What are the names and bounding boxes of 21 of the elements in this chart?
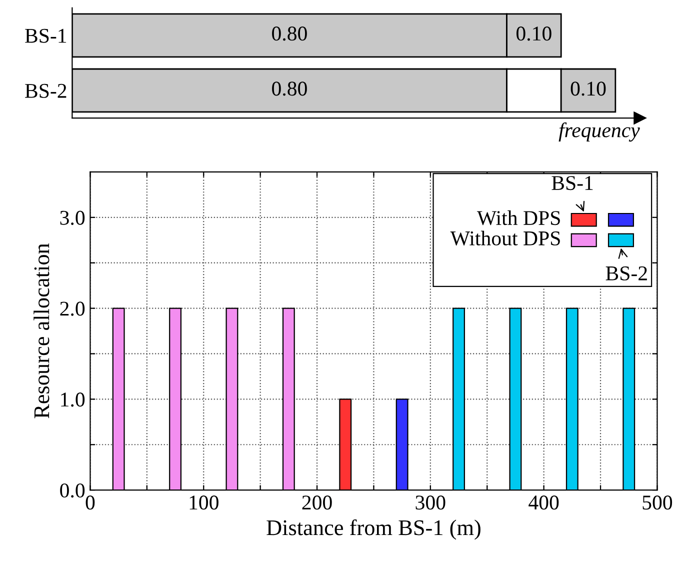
x-tick-label: 500 bbox=[642, 496, 672, 510]
y-tick-label: 0.0 bbox=[60, 483, 85, 498]
x-axis-title: Distance from BS-1 (m) bbox=[266, 519, 480, 540]
x-tick-label: 200 bbox=[302, 496, 332, 510]
y-axis-title: Resource allocation bbox=[34, 243, 50, 418]
x-tick-label: 0 bbox=[86, 496, 95, 510]
legend-label: Without DPS bbox=[450, 230, 560, 246]
annotation: BS-1 bbox=[552, 176, 593, 190]
x-tick-label: 300 bbox=[416, 496, 446, 510]
y-tick-label: 3.0 bbox=[60, 210, 85, 225]
data-label: 0.10 bbox=[570, 82, 606, 96]
x-tick-label: 100 bbox=[190, 496, 218, 510]
data-label: 0.80 bbox=[272, 82, 307, 96]
x-axis-title: frequency bbox=[558, 122, 640, 142]
annotation: BS-2 bbox=[606, 266, 647, 280]
data-label: 0.10 bbox=[516, 26, 552, 41]
x-tick-label: 400 bbox=[528, 496, 559, 510]
y-tick-label: 1.0 bbox=[61, 392, 85, 407]
legend-label: With DPS bbox=[476, 210, 560, 226]
y-tick-label: 2.0 bbox=[60, 302, 85, 316]
data-label: 0.80 bbox=[272, 26, 307, 41]
